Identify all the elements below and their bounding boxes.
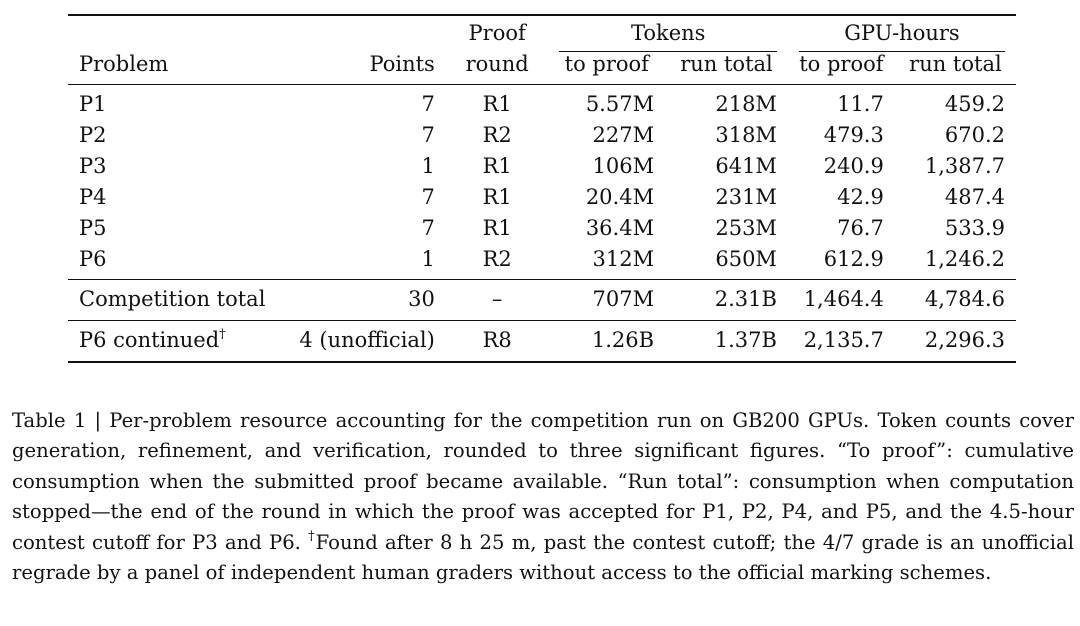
header-problem: Problem — [79, 52, 169, 77]
cell-tokens-run-total: 218M — [715, 91, 777, 116]
cell-tokens-to-proof: 36.4M — [585, 215, 655, 240]
cell-problem: Competition total — [79, 287, 266, 312]
cell-tokens-run-total: 2.31B — [714, 287, 777, 312]
header-proof-round-top: Proof — [468, 20, 526, 45]
table-row: P5 7 R1 36.4M 253M 76.7 533.9 — [68, 213, 1016, 244]
cell-tokens-to-proof: 1.26B — [591, 328, 655, 353]
cell-gpu-to-proof: 612.9 — [823, 246, 884, 271]
cell-tokens-to-proof: 707M — [592, 287, 655, 312]
header-points-blank — [288, 15, 445, 46]
cell-problem: P6 continued† — [68, 321, 288, 363]
cell-gpu-to-proof: 1,464.4 — [803, 287, 884, 312]
cell-problem: P6 — [79, 246, 107, 271]
cell-gpu-run-total: 670.2 — [944, 122, 1005, 147]
cell-round: R8 — [482, 328, 512, 353]
cell-tokens-run-total: 650M — [715, 246, 777, 271]
cell-points: 7 — [421, 215, 435, 240]
cell-gpu-to-proof: 42.9 — [837, 184, 884, 209]
cell-gpu-run-total: 487.4 — [944, 184, 1005, 209]
cell-gpu-run-total: 1,246.2 — [924, 246, 1005, 271]
caption-dagger-mark: † — [308, 528, 316, 544]
cell-points: 7 — [421, 184, 435, 209]
cell-round: R1 — [482, 184, 512, 209]
cell-tokens-to-proof: 5.57M — [585, 91, 655, 116]
cell-gpu-to-proof: 11.7 — [837, 91, 884, 116]
caption-text-main: Per-problem resource accounting for the … — [12, 409, 1075, 554]
cell-round: R2 — [482, 122, 512, 147]
header-tokens-to-proof: to proof — [564, 52, 649, 77]
header-gpu-run-total: run total — [909, 52, 1002, 77]
header-tokens-run-total: run total — [680, 52, 773, 77]
cell-round: – — [491, 287, 503, 312]
cell-problem: P5 — [79, 215, 107, 240]
cell-gpu-run-total: 4,784.6 — [924, 287, 1005, 312]
cell-problem: P2 — [79, 122, 107, 147]
cell-round: R1 — [482, 91, 512, 116]
header-row: Problem Points round to proof run total … — [68, 46, 1016, 85]
cell-gpu-run-total: 1,387.7 — [924, 153, 1005, 178]
cell-tokens-run-total: 318M — [715, 122, 777, 147]
cell-tokens-run-total: 231M — [715, 184, 777, 209]
caption-label: Table 1 | — [12, 409, 110, 432]
caption-text-footnote: Found after 8 h 25 m, past the contest c… — [12, 530, 1074, 585]
table-row: P3 1 R1 106M 641M 240.9 1,387.7 — [68, 151, 1016, 182]
cell-problem: P3 — [79, 153, 107, 178]
cell-tokens-to-proof: 227M — [592, 122, 655, 147]
cell-tokens-to-proof: 106M — [592, 153, 655, 178]
competition-total-row: Competition total 30 – 707M 2.31B 1,464.… — [68, 279, 1016, 321]
header-tokens-group: Tokens — [548, 15, 787, 51]
resource-table: Proof Tokens GPU-hours Problem Points ro… — [68, 14, 1016, 363]
cell-tokens-to-proof: 20.4M — [585, 184, 655, 209]
cell-tokens-run-total: 1.37B — [714, 328, 777, 353]
cell-points: 1 — [421, 153, 435, 178]
header-row-top: Proof Tokens GPU-hours — [68, 15, 1016, 51]
cell-round: R1 — [482, 215, 512, 240]
cell-gpu-to-proof: 2,135.7 — [803, 328, 884, 353]
cell-tokens-to-proof: 312M — [592, 246, 655, 271]
table-caption: Table 1 | Per-problem resource accountin… — [12, 406, 1074, 588]
p6-continued-row: P6 continued† 4 (unofficial) R8 1.26B 1.… — [68, 320, 1016, 363]
cell-gpu-to-proof: 240.9 — [823, 153, 884, 178]
cell-tokens-run-total: 641M — [715, 153, 777, 178]
table-row: P2 7 R2 227M 318M 479.3 670.2 — [68, 120, 1016, 151]
cell-tokens-run-total: 253M — [715, 215, 777, 240]
cell-gpu-to-proof: 479.3 — [823, 122, 884, 147]
cell-points: 1 — [421, 246, 435, 271]
table-row: P6 1 R2 312M 650M 612.9 1,246.2 — [68, 244, 1016, 280]
table-row: P1 7 R1 5.57M 218M 11.7 459.2 — [68, 85, 1016, 121]
table-row: P4 7 R1 20.4M 231M 42.9 487.4 — [68, 182, 1016, 213]
dagger-footnote-mark: † — [219, 327, 226, 343]
cell-points: 7 — [421, 91, 435, 116]
header-problem-blank — [68, 15, 288, 46]
cell-problem: P1 — [79, 91, 107, 116]
cell-gpu-run-total: 2,296.3 — [924, 328, 1005, 353]
cell-round: R1 — [482, 153, 512, 178]
header-points: Points — [369, 52, 435, 77]
header-proof-round: round — [465, 52, 529, 77]
cell-points: 30 — [408, 287, 435, 312]
cell-gpu-to-proof: 76.7 — [837, 215, 884, 240]
cell-problem-text: P6 continued — [79, 328, 220, 353]
cell-gpu-run-total: 459.2 — [944, 91, 1005, 116]
cell-points: 7 — [421, 122, 435, 147]
cell-points: 4 (unofficial) — [299, 328, 435, 353]
resource-table-container: Proof Tokens GPU-hours Problem Points ro… — [68, 14, 1016, 363]
cell-round: R2 — [482, 246, 512, 271]
header-gpu-to-proof: to proof — [799, 52, 884, 77]
cell-problem: P4 — [79, 184, 107, 209]
cell-gpu-run-total: 533.9 — [944, 215, 1005, 240]
header-gpu-hours-group: GPU-hours — [788, 15, 1016, 51]
